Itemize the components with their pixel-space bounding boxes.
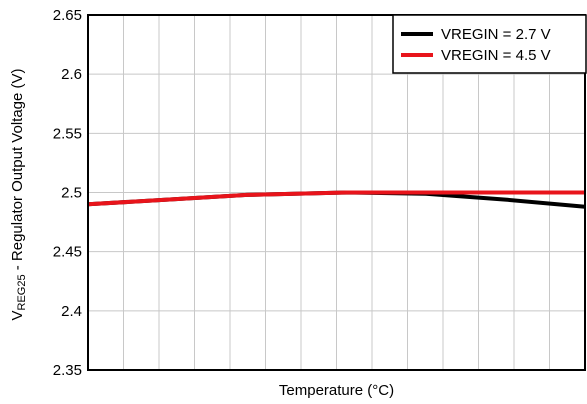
legend: VREGIN = 2.7 V VREGIN = 4.5 V xyxy=(392,14,587,74)
y-tick-label: 2.65 xyxy=(53,7,82,24)
y-axis-title-subscript: REG25 xyxy=(16,274,28,310)
series-line-1 xyxy=(87,190,585,207)
series-lines xyxy=(87,190,586,209)
y-axis-title-rest: - Regulator Output Voltage (V) xyxy=(9,68,26,274)
x-axis-title: Temperature (°C) xyxy=(279,382,394,399)
y-tick-labels: 2.35 2.4 2.45 2.5 2.55 2.6 2.65 xyxy=(53,7,82,379)
y-tick-label: 2.45 xyxy=(53,244,82,261)
legend-box xyxy=(392,14,587,74)
legend-label-vregin-4-5: VREGIN = 4.5 V xyxy=(441,47,551,64)
plot-frame xyxy=(87,14,586,371)
y-tick-label: 2.55 xyxy=(53,125,82,142)
y-tick-label: 2.6 xyxy=(61,66,82,83)
y-tick-label: 2.35 xyxy=(53,362,82,379)
legend-label-vregin-2-7: VREGIN = 2.7 V xyxy=(441,26,551,43)
y-tick-label: 2.5 xyxy=(61,185,82,202)
y-axis-title-main: V xyxy=(9,311,26,321)
y-tick-label: 2.4 xyxy=(61,303,82,320)
y-axis-title: VREG25 - Regulator Output Voltage (V) xyxy=(9,68,28,320)
